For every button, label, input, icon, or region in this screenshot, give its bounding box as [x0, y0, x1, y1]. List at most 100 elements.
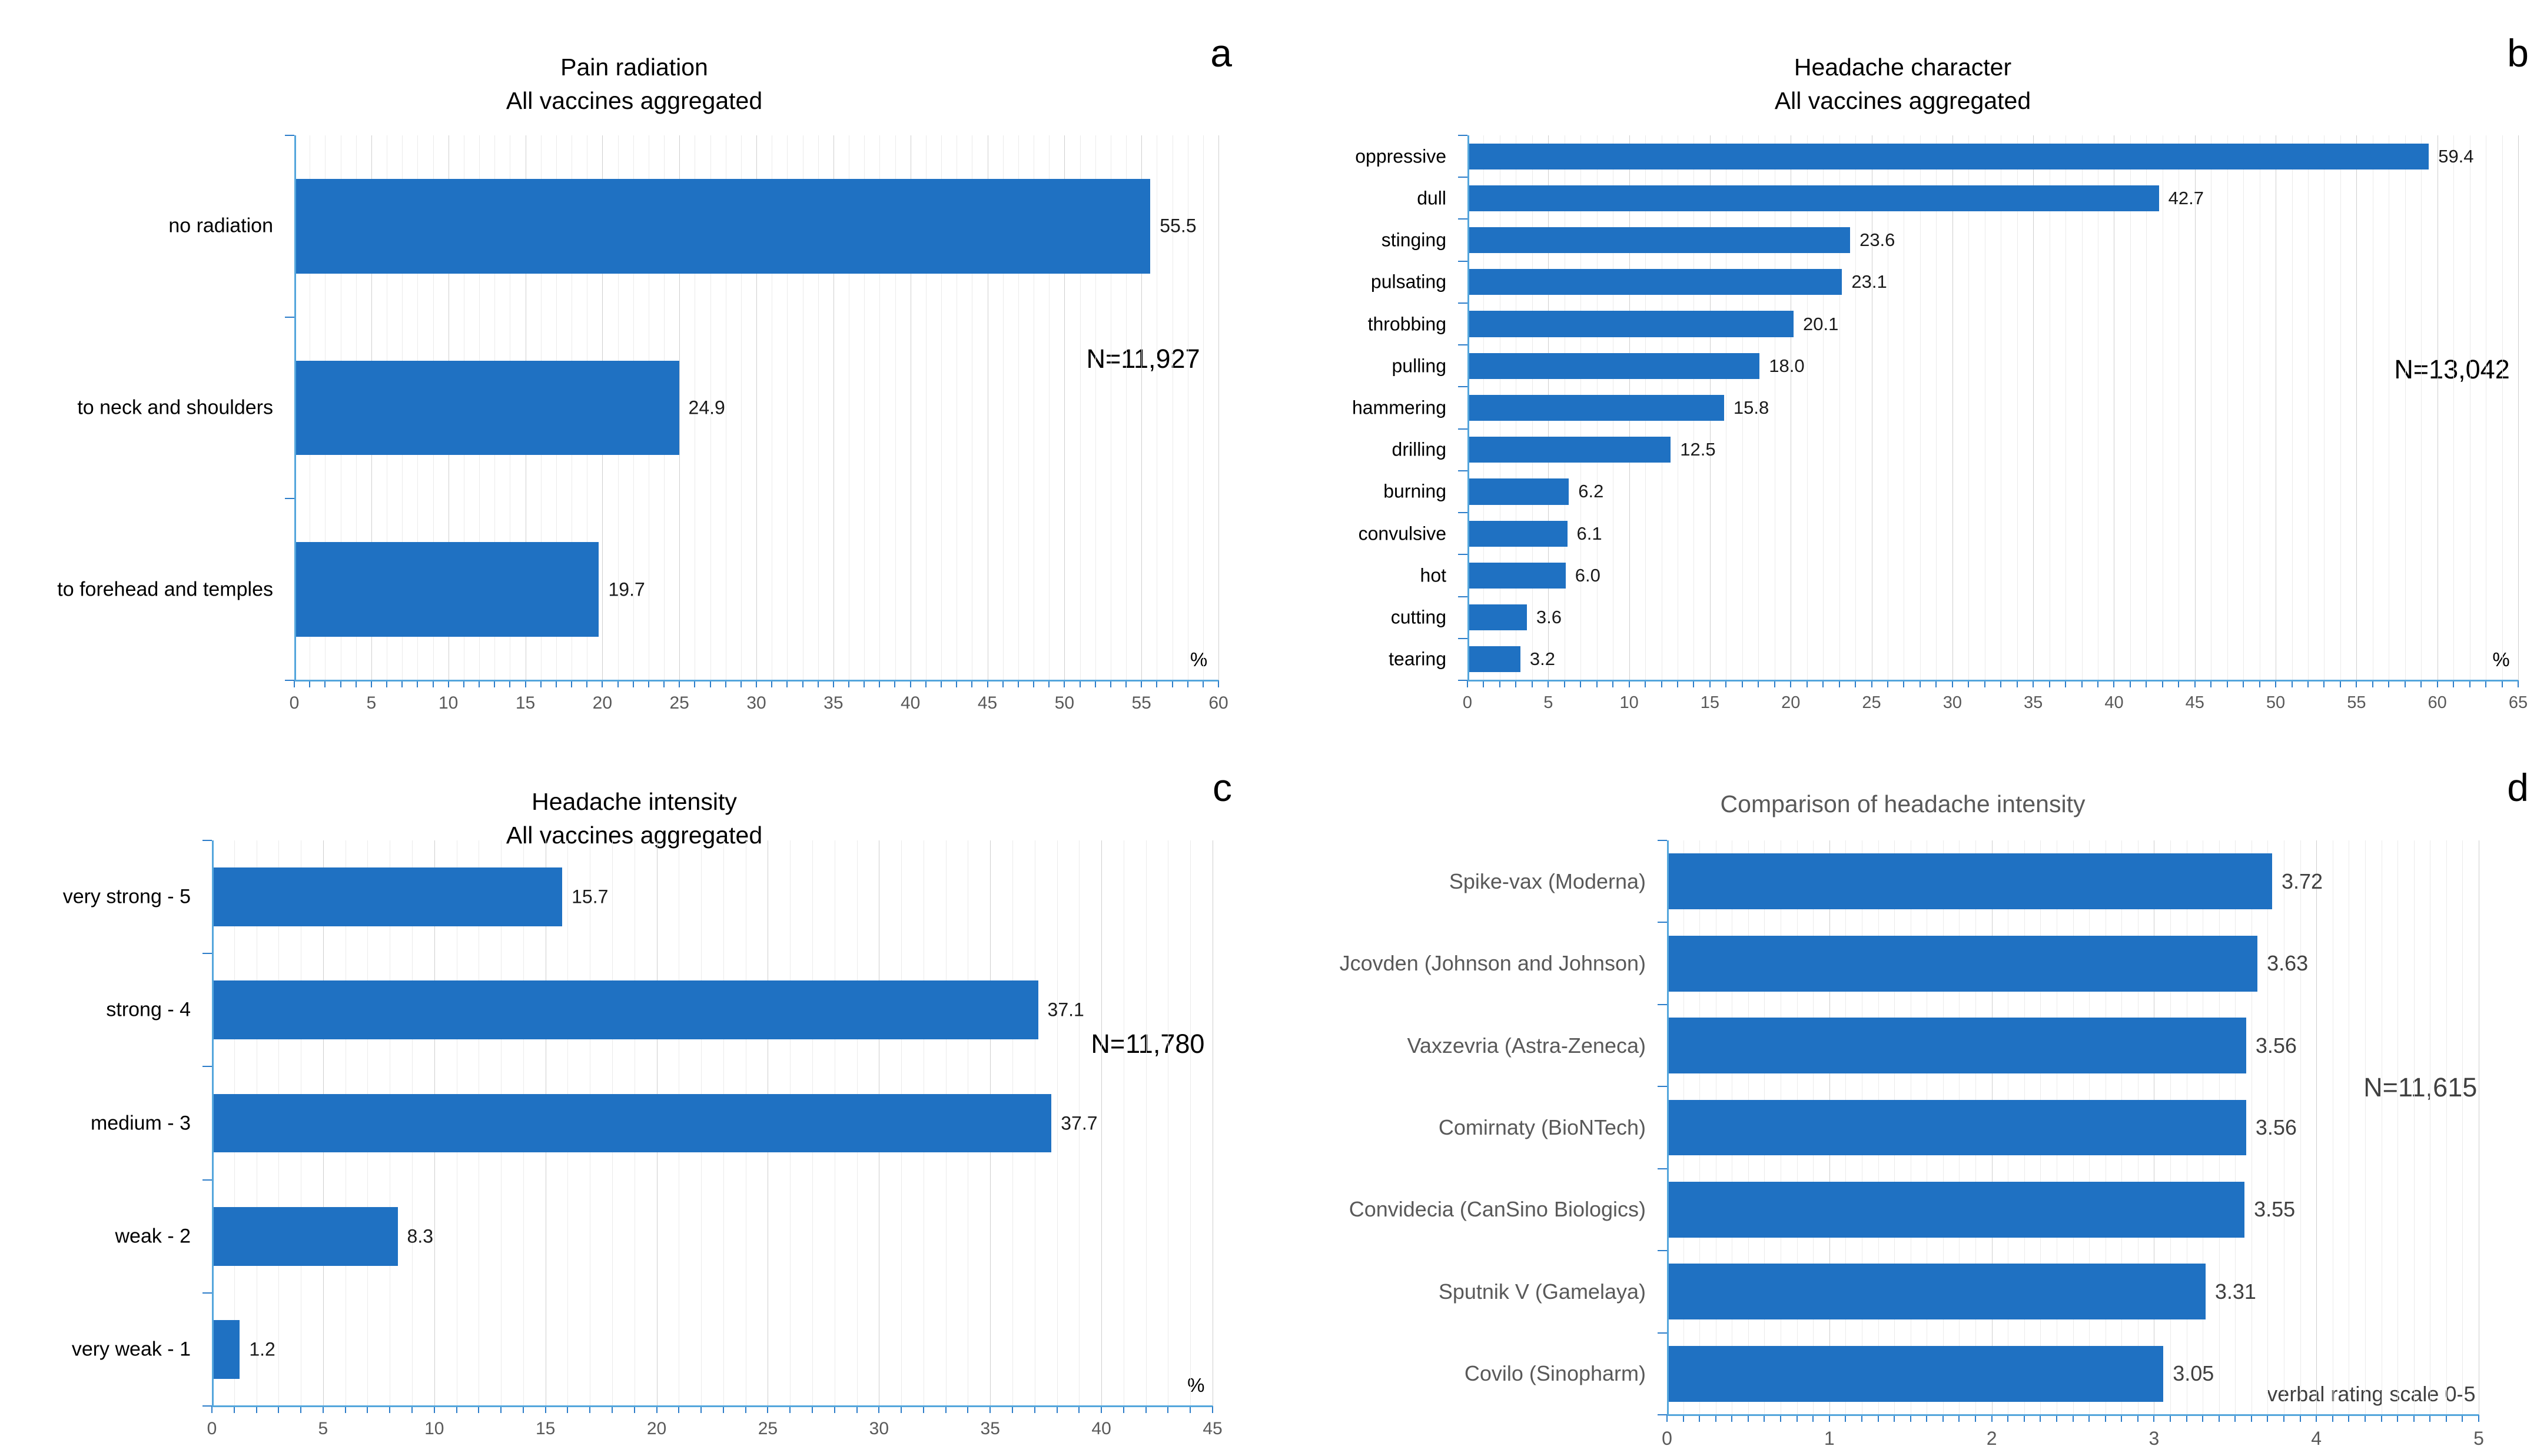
minor-gridline: [2081, 135, 2083, 680]
x-axis-tick: [1218, 680, 1219, 687]
x-axis-tick-label: 5: [2473, 1428, 2484, 1449]
y-axis-line: [1667, 840, 1669, 1415]
x-axis-tick: [2113, 680, 2115, 687]
x-axis-tick: [745, 1406, 746, 1413]
x-axis-tick: [2000, 680, 2002, 687]
x-axis-tick: [1202, 680, 1204, 687]
x-axis-tick: [2372, 680, 2373, 687]
chart-title-line2: All vaccines aggregated: [1774, 87, 2031, 114]
x-axis-tick: [211, 1406, 212, 1413]
x-axis-tick-label: 0: [289, 693, 300, 713]
x-axis-tick-label: 60: [2428, 693, 2447, 712]
y-axis-tick: [1458, 512, 1467, 514]
value-label: 37.7: [1061, 1112, 1098, 1133]
x-axis-tick: [1079, 680, 1081, 687]
x-axis-tick-label: 20: [646, 1419, 667, 1438]
x-axis-tick: [663, 680, 665, 687]
y-axis-tick: [1458, 135, 1467, 136]
minor-gridline: [2397, 840, 2399, 1415]
x-axis-tick-label: 55: [2347, 693, 2366, 712]
minor-gridline: [740, 135, 742, 680]
category-label: drilling: [1392, 438, 1446, 460]
bar-oppressive: [1469, 143, 2429, 169]
x-axis-tick: [956, 680, 958, 687]
x-axis-tick: [2218, 1415, 2220, 1422]
x-axis-tick: [2129, 680, 2131, 687]
major-gridline: [2316, 840, 2317, 1415]
x-axis-tick: [509, 680, 511, 687]
x-axis-tick: [767, 1406, 769, 1413]
panel-letter-a: a: [1210, 31, 1232, 75]
value-label: 23.6: [1859, 230, 1895, 251]
y-axis-line: [1467, 135, 1469, 680]
x-axis-tick: [355, 680, 357, 687]
x-axis-tick: [1156, 680, 1158, 687]
panel-letter-c: c: [1213, 766, 1232, 809]
panel-d: d Comparison of headache intensity Spike…: [1268, 716, 2537, 1449]
y-axis-tick: [1458, 428, 1467, 430]
x-axis-tick: [255, 1406, 257, 1413]
x-axis-tick: [2250, 1415, 2252, 1422]
x-axis-tick: [1951, 680, 1953, 687]
chart-area-d: Spike-vax (Moderna) Jcovden (Johnson and …: [1268, 840, 2484, 1449]
x-axis-tick: [879, 680, 881, 687]
minor-gridline: [1002, 135, 1004, 680]
x-axis-tick-label: 35: [823, 693, 844, 713]
x-axis-tick-label: 40: [1091, 1419, 1111, 1438]
x-axis-tick: [2072, 1415, 2074, 1422]
x-axis-tick: [789, 1406, 791, 1413]
x-axis-tick: [1056, 1406, 1058, 1413]
x-axis-tick: [2081, 680, 2083, 687]
x-axis-tick: [2283, 1415, 2285, 1422]
x-axis-tick: [2348, 1415, 2350, 1422]
x-axis-tick: [1094, 680, 1096, 687]
x-axis-tick: [1877, 1415, 1879, 1422]
bar-to-neck-and-shoulders: [295, 360, 679, 456]
category-label: tearing: [1389, 648, 1446, 670]
x-axis-tick: [812, 1406, 813, 1413]
sample-size-label-d: N=11,615: [2363, 1072, 2478, 1102]
x-axis-tick: [901, 1406, 902, 1413]
y-axis-tick: [202, 840, 212, 841]
x-axis-tick: [233, 1406, 235, 1413]
x-axis-tick: [834, 1406, 835, 1413]
x-axis-tick: [1661, 680, 1662, 687]
x-axis-tick: [2016, 680, 2018, 687]
value-label: 55.5: [1160, 215, 1197, 237]
x-axis-tick: [1935, 680, 1937, 687]
category-label: Covilo (Sinopharm): [1464, 1361, 1646, 1386]
y-axis-tick: [1658, 922, 1667, 923]
x-axis-tick: [322, 1406, 324, 1413]
x-axis-tick: [656, 1406, 658, 1413]
y-axis-tick: [1458, 637, 1467, 639]
minor-gridline: [1190, 840, 1191, 1406]
y-axis-tick: [285, 316, 294, 318]
x-axis-tick-label: 15: [1700, 693, 1720, 712]
minor-gridline: [864, 135, 865, 680]
x-axis-tick: [2097, 680, 2098, 687]
x-axis-tick: [2234, 1415, 2236, 1422]
value-label: 3.63: [2267, 951, 2309, 976]
category-label: oppressive: [1355, 145, 1446, 167]
x-axis-tick: [1628, 680, 1630, 687]
x-axis-tick-label: 15: [535, 1419, 556, 1438]
x-axis-tick: [417, 680, 419, 687]
category-label: Convidecia (CanSino Biologics): [1349, 1197, 1646, 1222]
category-label: strong - 4: [106, 998, 191, 1021]
bar-pulsating: [1469, 269, 1842, 295]
chart-area-c: very strong - 5 strong - 4 medium - 3 weak …: [0, 840, 1223, 1438]
minor-gridline: [1080, 135, 1081, 680]
x-axis-tick-label: 25: [669, 693, 689, 713]
x-axis-tick-label: 50: [1054, 693, 1075, 713]
x-axis-tick: [740, 680, 742, 687]
x-axis-tick-label: 45: [977, 693, 998, 713]
x-axis-tick: [2339, 680, 2341, 687]
x-axis-tick-label: 0: [1662, 1428, 1672, 1449]
x-axis-tick-label: 30: [1942, 693, 1962, 712]
x-axis-tick: [2316, 1415, 2317, 1422]
x-axis-tick-label: 35: [2024, 693, 2043, 712]
chart-area-a: no radiation to neck and shoulders to fore…: [0, 135, 1228, 713]
x-axis-tick: [544, 1406, 546, 1413]
x-axis-tick: [1187, 680, 1188, 687]
chart-title-line2: All vaccines aggregated: [506, 87, 763, 114]
